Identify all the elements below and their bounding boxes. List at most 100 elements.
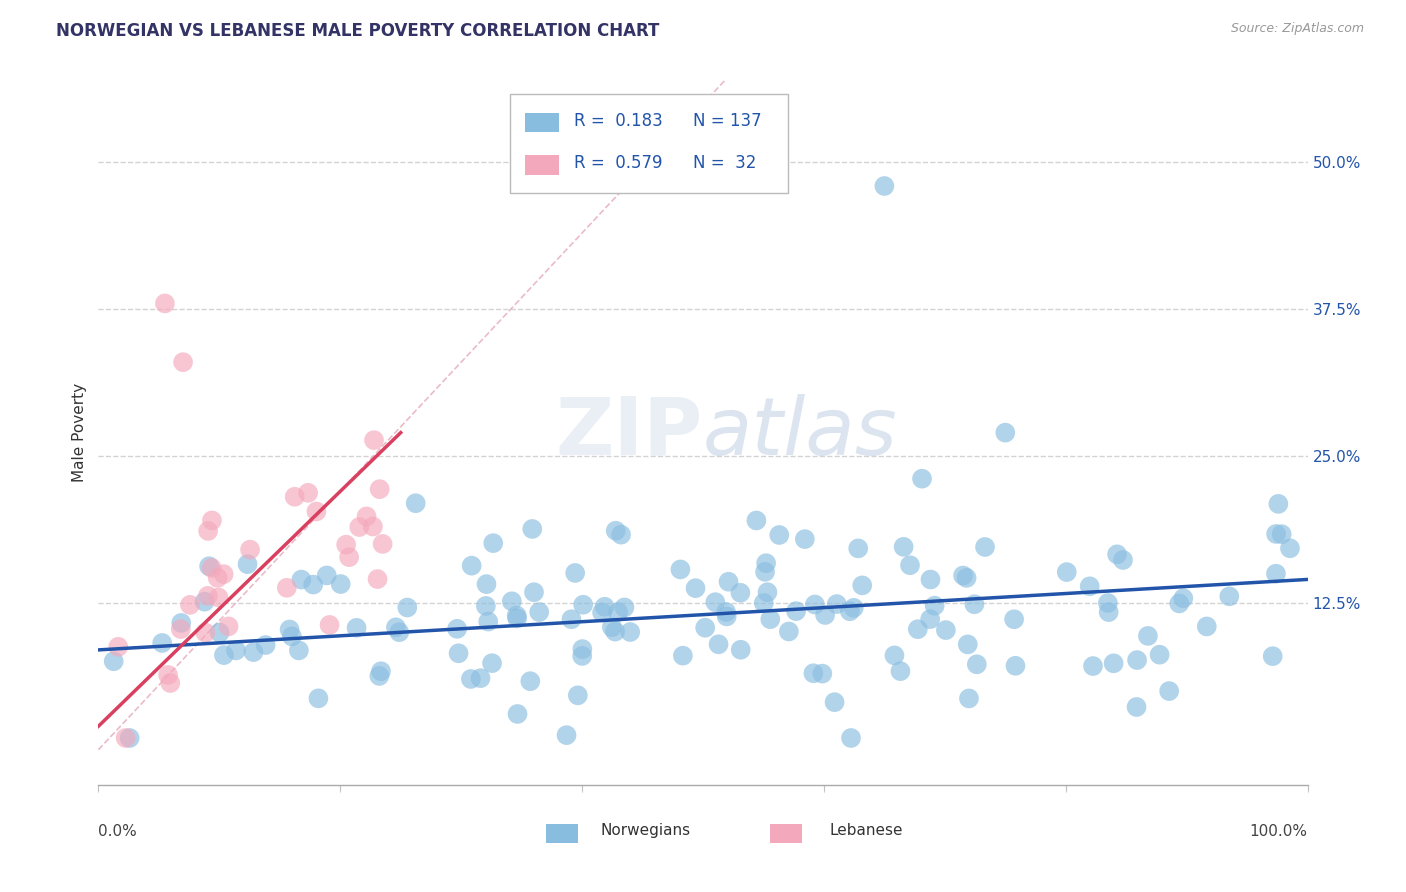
Text: 0.0%: 0.0% [98,823,138,838]
Text: R =  0.579: R = 0.579 [574,154,662,172]
Point [506,611,529,625]
Point [388,625,411,640]
Point [356,509,378,524]
Point [730,642,752,657]
Point [107,640,129,654]
Point [924,599,946,613]
Point [935,623,957,637]
Point [481,656,503,670]
Point [911,472,934,486]
Point [318,618,340,632]
Point [695,621,717,635]
Y-axis label: Male Poverty: Male Poverty [72,383,87,483]
Point [752,596,775,610]
Point [754,565,776,579]
Point [1278,541,1301,556]
Point [846,541,869,556]
Point [704,595,727,609]
Point [603,624,626,639]
Point [564,566,586,580]
Point [225,643,247,657]
Point [600,620,623,634]
Point [1097,596,1119,610]
Point [883,648,905,663]
Point [803,666,825,681]
Point [349,520,371,534]
Point [1004,658,1026,673]
Point [305,504,328,518]
Point [367,572,389,586]
Text: 100.0%: 100.0% [1250,823,1308,838]
Point [363,433,385,447]
Point [793,532,815,546]
Point [1112,553,1135,567]
Point [523,585,546,599]
Point [519,674,541,689]
Point [1081,659,1104,673]
Point [482,536,505,550]
Point [811,666,834,681]
Point [1078,579,1101,593]
Point [560,612,582,626]
Point [1098,605,1121,619]
Point [405,496,427,510]
Point [717,574,740,589]
Point [730,586,752,600]
Point [179,598,201,612]
Point [368,482,391,496]
Point [477,615,499,629]
Point [685,581,707,595]
Text: N = 137: N = 137 [693,112,762,130]
Point [475,599,498,613]
Point [873,178,896,194]
Point [522,522,544,536]
Point [610,527,633,541]
Point [159,676,181,690]
Point [218,619,240,633]
Point [278,623,301,637]
Point [368,669,391,683]
Point [197,524,219,538]
Point [619,625,641,640]
FancyBboxPatch shape [546,823,578,843]
Point [1265,527,1288,541]
Point [1173,591,1195,606]
Point [716,609,738,624]
Text: Source: ZipAtlas.com: Source: ZipAtlas.com [1230,22,1364,36]
Point [785,604,807,618]
Point [1107,547,1129,561]
Point [605,524,627,538]
Point [974,540,997,554]
Point [591,606,613,620]
Point [288,643,311,657]
Point [825,597,848,611]
Point [103,654,125,668]
Point [335,538,357,552]
Point [212,567,235,582]
Point [371,537,394,551]
Point [851,578,873,592]
Point [172,355,194,369]
Point [824,695,846,709]
Point [157,668,180,682]
Point [1136,629,1159,643]
Point [193,595,215,609]
Text: NORWEGIAN VS LEBANESE MALE POVERTY CORRELATION CHART: NORWEGIAN VS LEBANESE MALE POVERTY CORRE… [56,22,659,40]
Point [207,571,229,585]
Point [1261,649,1284,664]
Point [669,562,692,576]
Point [201,513,224,527]
Point [315,568,337,582]
FancyBboxPatch shape [526,112,560,132]
Point [460,558,482,573]
Point [1102,657,1125,671]
Point [842,600,865,615]
FancyBboxPatch shape [509,95,787,193]
Point [839,731,862,745]
Point [254,638,277,652]
Point [346,621,368,635]
Point [1149,648,1171,662]
Point [1271,527,1294,541]
Point [955,571,977,585]
Point [239,542,262,557]
